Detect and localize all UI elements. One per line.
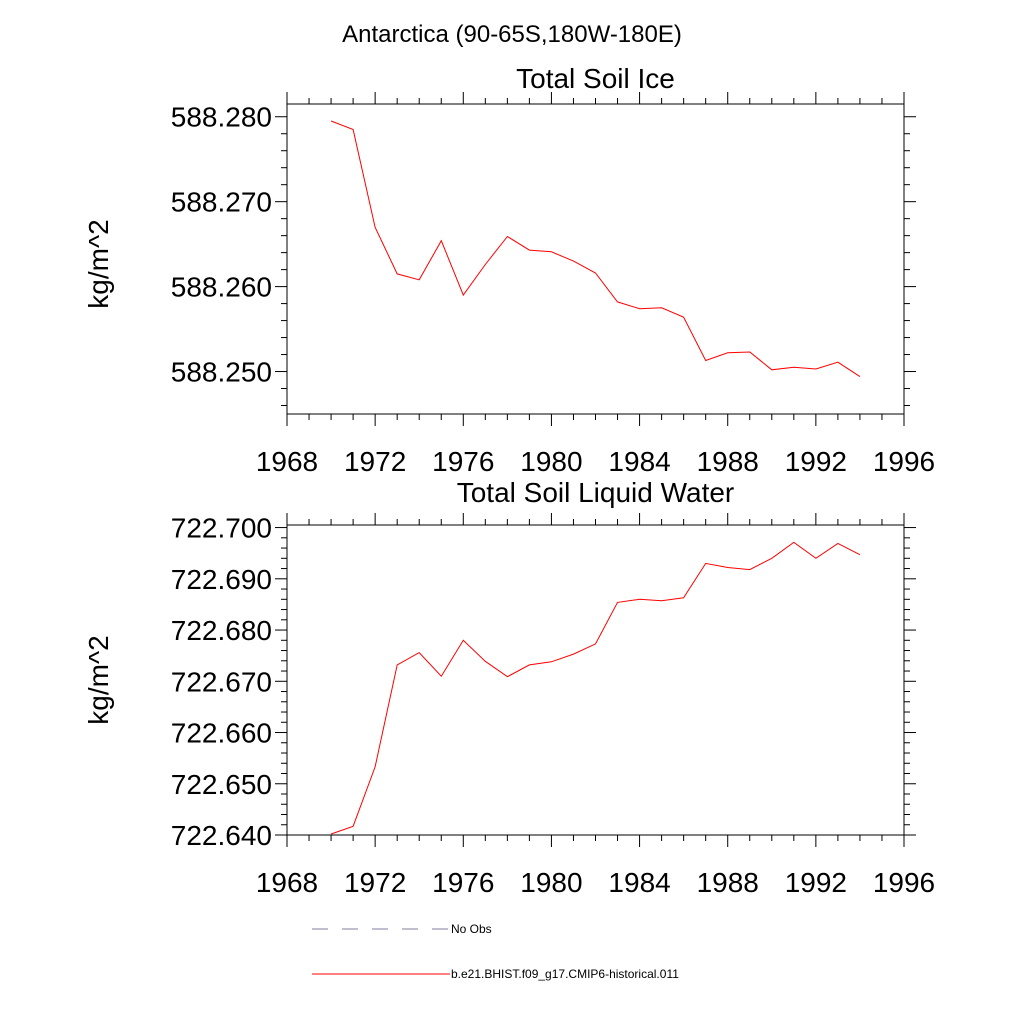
panel-total-soil-liquid-water: Total Soil Liquid Water kg/m^2 1968 1972 197…: [83, 477, 935, 898]
legend-label-no-obs: No Obs: [451, 922, 492, 936]
x-tick-label: 1984: [608, 446, 670, 477]
y-tick-label: 588.270: [171, 187, 272, 218]
y-tick-label: 722.640: [171, 820, 272, 851]
y-tick-label: 722.700: [171, 513, 272, 544]
x-tick-label: 1976: [432, 446, 494, 477]
y-tick-label: 722.670: [171, 666, 272, 697]
y-axis-label: kg/m^2: [83, 219, 114, 308]
x-tick-label: 1988: [697, 867, 759, 898]
y-tick-label: 588.260: [171, 272, 272, 303]
panel-title: Total Soil Liquid Water: [457, 477, 735, 508]
x-tick-label: 1988: [697, 446, 759, 477]
y-tick-label: 722.690: [171, 564, 272, 595]
x-tick-label: 1996: [873, 867, 935, 898]
legend-item-model: b.e21.BHIST.f09_g17.CMIP6-historical.011: [312, 967, 679, 981]
x-tick-label: 1968: [256, 446, 318, 477]
x-tick-label: 1976: [432, 867, 494, 898]
legend-label-model: b.e21.BHIST.f09_g17.CMIP6-historical.011: [451, 967, 679, 981]
x-tick-label: 1980: [520, 867, 582, 898]
figure-title: Antarctica (90-65S,180W-180E): [342, 21, 682, 48]
legend-item-no-obs: No Obs: [312, 922, 492, 936]
x-tick-label: 1992: [785, 446, 847, 477]
series-line: [330, 120, 861, 378]
x-tick-label: 1968: [256, 867, 318, 898]
y-axis-label: kg/m^2: [83, 635, 114, 724]
x-tick-label: 1992: [785, 867, 847, 898]
y-tick-label: 722.650: [171, 769, 272, 800]
x-tick-label: 1972: [344, 446, 406, 477]
y-tick-label: 588.280: [171, 102, 272, 133]
panel-total-soil-ice: Total Soil Ice kg/m^2 1968 1972 1976 1980 1984…: [83, 63, 935, 477]
plot-frame: [286, 524, 905, 836]
x-tick-label: 1972: [344, 867, 406, 898]
y-tick-label: 722.660: [171, 718, 272, 749]
panel-title: Total Soil Ice: [516, 63, 675, 94]
plot-frame: [286, 103, 905, 415]
series-line: [330, 541, 861, 835]
x-tick-label: 1996: [873, 446, 935, 477]
x-tick-label: 1980: [520, 446, 582, 477]
legend: No Obs b.e21.BHIST.f09_g17.CMIP6-histori…: [312, 922, 679, 981]
y-tick-label: 722.680: [171, 615, 272, 646]
y-tick-label: 588.250: [171, 357, 272, 388]
x-tick-label: 1984: [608, 867, 670, 898]
